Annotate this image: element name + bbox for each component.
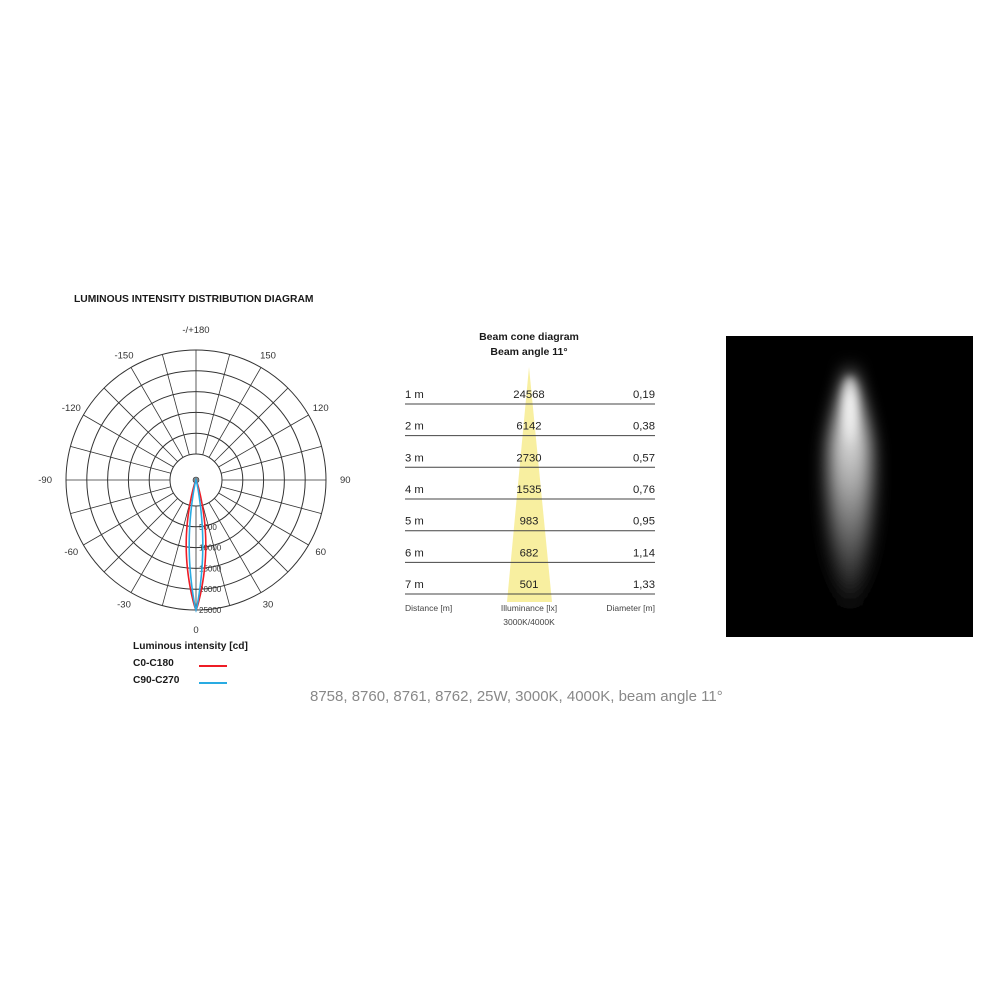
- svg-text:3 m: 3 m: [405, 452, 424, 464]
- svg-text:-90: -90: [38, 475, 52, 486]
- svg-text:0: 0: [193, 625, 198, 636]
- svg-text:30: 30: [263, 600, 274, 611]
- svg-text:120: 120: [313, 403, 329, 414]
- svg-text:24568: 24568: [513, 389, 544, 401]
- svg-text:1535: 1535: [516, 484, 541, 496]
- svg-text:3000K/4000K: 3000K/4000K: [503, 617, 555, 627]
- svg-text:-30: -30: [117, 600, 131, 611]
- svg-text:0,76: 0,76: [633, 484, 655, 496]
- svg-text:0,19: 0,19: [633, 389, 655, 401]
- svg-text:1,14: 1,14: [633, 547, 655, 559]
- svg-text:90: 90: [340, 475, 351, 486]
- svg-text:-/+180: -/+180: [182, 325, 209, 336]
- svg-text:0,57: 0,57: [633, 452, 655, 464]
- svg-text:6 m: 6 m: [405, 547, 424, 559]
- svg-text:60: 60: [315, 547, 326, 558]
- svg-text:1 m: 1 m: [405, 389, 424, 401]
- svg-text:6142: 6142: [516, 421, 541, 433]
- svg-text:682: 682: [520, 547, 539, 559]
- svg-text:7 m: 7 m: [405, 579, 424, 591]
- svg-text:2730: 2730: [516, 452, 541, 464]
- svg-text:Diameter [m]: Diameter [m]: [606, 603, 655, 613]
- svg-text:-120: -120: [62, 403, 81, 414]
- svg-text:Distance [m]: Distance [m]: [405, 603, 452, 613]
- svg-text:1,33: 1,33: [633, 579, 655, 591]
- svg-text:501: 501: [520, 579, 539, 591]
- svg-text:150: 150: [260, 350, 276, 361]
- svg-text:5 m: 5 m: [405, 516, 424, 528]
- svg-text:983: 983: [520, 516, 539, 528]
- svg-text:25000: 25000: [199, 606, 222, 615]
- svg-text:0,95: 0,95: [633, 516, 655, 528]
- svg-text:-150: -150: [114, 350, 133, 361]
- svg-text:0,38: 0,38: [633, 421, 655, 433]
- svg-text:2 m: 2 m: [405, 421, 424, 433]
- svg-text:-60: -60: [64, 547, 78, 558]
- svg-text:4 m: 4 m: [405, 484, 424, 496]
- svg-text:Illuminance [lx]: Illuminance [lx]: [501, 603, 557, 613]
